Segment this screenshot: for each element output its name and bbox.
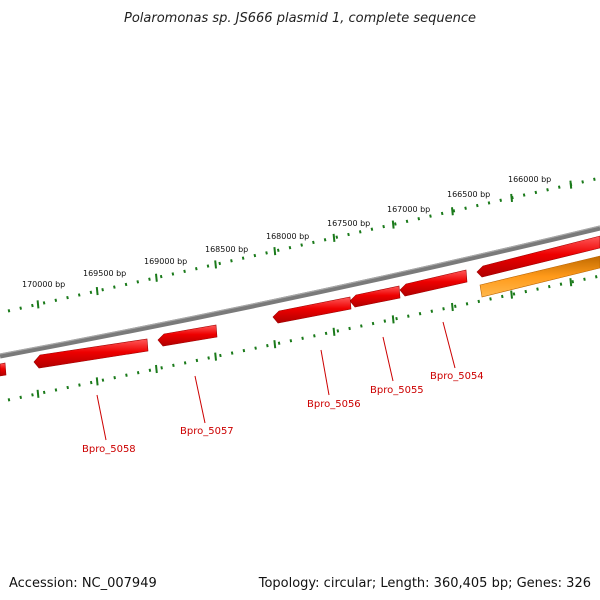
gene-label-bpro-5058: Bpro_5058 [82,444,136,455]
gene-leader-lines [96,321,456,441]
inner-major-tick-0 [36,389,40,398]
inner-major-tick-8 [510,290,513,299]
outer-major-tick-6 [391,220,395,229]
tick-label-166000: 166000 bp [508,175,551,184]
inner-major-tick-3 [214,352,217,361]
outer-major-tick-3 [214,260,217,269]
inner-major-tick-9 [569,278,573,287]
tick-label-170000: 170000 bp [22,280,65,289]
inner-major-tick-6 [391,315,395,324]
gene-label-bpro-5057: Bpro_5057 [180,426,234,437]
gene-label-bpro-5054: Bpro_5054 [430,371,484,382]
outer-major-tick-7 [451,207,454,216]
gene-arrow-bpro-5055[interactable] [399,269,468,297]
topology-summary: Topology: circular; Length: 360,405 bp; … [258,576,591,591]
plasmid-backbone [0,225,600,359]
gene-label-bpro-5056: Bpro_5056 [307,399,361,410]
gene-arrow-bpro-5056[interactable] [272,296,352,324]
inner-major-ticks [36,278,573,398]
inner-ruler-dots [7,274,600,402]
outer-major-tick-0 [36,300,40,309]
outer-major-tick-8 [510,193,513,203]
gene-forward-orange[interactable] [479,255,600,298]
tick-labels: 166000 bp 166500 bp 167000 bp 167500 bp … [22,175,551,289]
tick-label-168000: 168000 bp [266,232,309,241]
outer-major-tick-9 [569,180,573,189]
leader-line-bpro-5058 [96,394,107,441]
outer-major-tick-2 [155,273,158,282]
tick-label-168500: 168500 bp [205,245,248,254]
inner-major-tick-7 [451,302,454,312]
gene-arrow-bpro-5058[interactable] [33,338,149,369]
inner-major-tick-5 [332,327,336,336]
tick-label-167500: 167500 bp [327,219,370,228]
gene-arrow-bpro-5056-a[interactable] [349,285,401,308]
leader-line-bpro-5054 [442,321,456,369]
tick-label-166500: 166500 bp [447,190,490,199]
tick-label-169500: 169500 bp [83,269,126,278]
inner-major-tick-1 [95,377,99,386]
outer-major-tick-4 [273,247,277,256]
leader-line-bpro-5057 [194,375,206,424]
outer-major-tick-1 [95,286,99,296]
inner-major-tick-2 [155,364,158,374]
tick-label-167000: 167000 bp [387,205,430,214]
accession-text: Accession: NC_007949 [9,576,157,591]
inner-major-tick-4 [273,340,277,349]
leader-line-bpro-5056 [320,349,330,396]
gene-arrow-edge-left[interactable] [0,362,7,377]
gene-label-bpro-5055: Bpro_5055 [370,385,424,396]
plasmid-backbone-highlight [0,225,600,355]
gene-arrow-bpro-5057[interactable] [157,324,218,347]
outer-major-tick-5 [332,233,336,242]
outer-ruler-dots [7,176,600,313]
gene-arrow-bpro-5054[interactable] [476,235,600,278]
outer-major-ticks [36,180,573,309]
tick-label-169000: 169000 bp [144,257,187,266]
leader-line-bpro-5055 [382,336,394,382]
map-title: Polaromonas sp. JS666 plasmid 1, complet… [124,11,476,26]
